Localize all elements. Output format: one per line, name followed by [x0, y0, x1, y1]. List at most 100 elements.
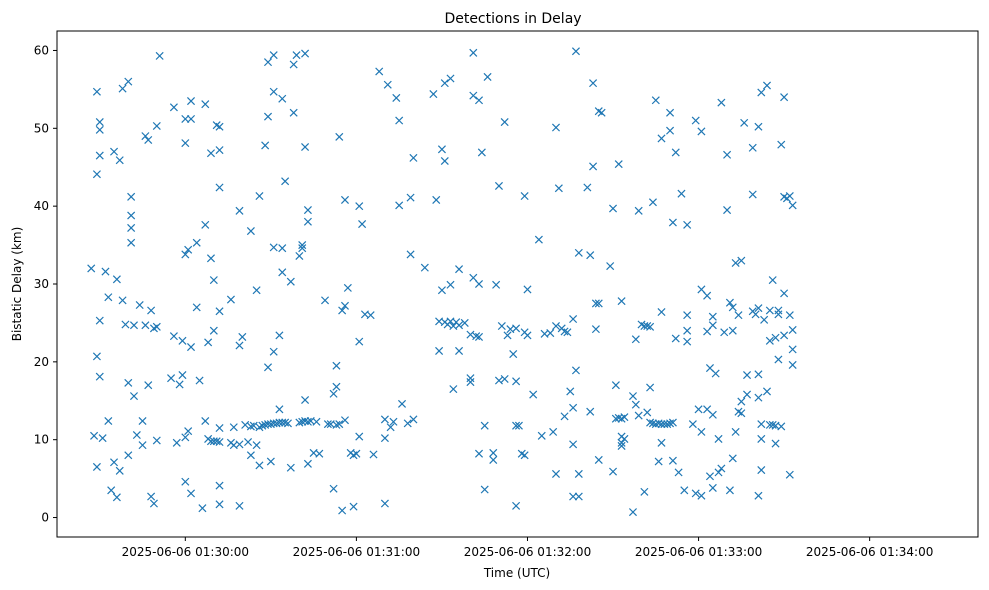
data-point — [186, 343, 196, 352]
data-point — [500, 374, 509, 383]
data-point — [98, 434, 107, 443]
data-point — [380, 499, 389, 508]
data-point — [95, 125, 104, 134]
data-point — [395, 116, 404, 125]
data-point — [774, 306, 783, 315]
data-point — [101, 267, 110, 276]
data-point — [494, 376, 503, 385]
data-point — [520, 451, 529, 460]
data-point — [455, 346, 464, 355]
data-point — [380, 415, 389, 424]
data-point — [186, 97, 196, 106]
data-point — [144, 381, 153, 390]
data-point — [329, 389, 338, 398]
data-point — [206, 254, 215, 263]
data-point — [748, 190, 757, 199]
data-point — [708, 321, 717, 330]
chart-title: Detections in Delay — [444, 11, 581, 27]
data-point — [249, 421, 258, 430]
data-point — [512, 501, 521, 510]
data-point — [152, 322, 161, 331]
data-point — [95, 151, 104, 160]
x-tick-label: 2025-06-06 01:31:00 — [293, 545, 420, 559]
data-point — [762, 81, 772, 90]
data-point — [181, 114, 190, 123]
data-point — [628, 508, 638, 517]
data-point — [312, 417, 321, 426]
y-tick-label: 50 — [34, 121, 49, 135]
data-point — [534, 235, 543, 244]
data-point — [785, 470, 794, 479]
data-point — [127, 192, 136, 201]
data-point — [671, 334, 680, 343]
data-point — [668, 418, 677, 427]
data-point — [204, 338, 213, 347]
data-point — [788, 325, 797, 334]
data-point — [144, 135, 153, 145]
data-point — [617, 438, 626, 447]
data-point — [255, 461, 264, 470]
data-point — [620, 413, 629, 422]
data-point — [172, 438, 181, 447]
data-point — [321, 296, 330, 305]
data-point — [332, 382, 341, 391]
data-point — [215, 438, 224, 447]
data-point — [409, 153, 418, 162]
data-point — [432, 195, 441, 204]
data-point — [169, 103, 178, 112]
data-point — [569, 440, 578, 449]
data-point — [765, 336, 774, 345]
data-point — [332, 420, 341, 429]
data-point — [674, 468, 683, 477]
data-point — [683, 311, 692, 320]
data-point — [104, 293, 113, 302]
data-point — [691, 116, 700, 125]
data-point — [380, 434, 389, 443]
data-point — [246, 451, 255, 460]
data-point — [560, 412, 569, 421]
data-point — [643, 322, 652, 331]
data-point — [717, 464, 726, 473]
data-point — [628, 392, 638, 401]
data-point — [551, 469, 561, 478]
data-point — [697, 127, 706, 136]
data-point — [147, 492, 156, 501]
data-point — [788, 201, 797, 210]
data-point — [708, 483, 717, 492]
data-point — [546, 329, 555, 338]
data-point — [648, 198, 657, 207]
data-point — [215, 423, 224, 433]
data-point — [92, 462, 101, 471]
data-point — [303, 217, 312, 226]
data-point — [574, 248, 583, 257]
data-point — [651, 420, 660, 429]
data-point — [355, 337, 364, 346]
data-point — [785, 311, 794, 320]
data-point — [118, 296, 127, 305]
data-point — [301, 49, 310, 58]
data-point — [480, 421, 489, 430]
data-point — [446, 280, 455, 289]
data-point — [298, 244, 307, 253]
data-point — [269, 51, 278, 60]
data-point — [301, 142, 310, 152]
data-point — [566, 387, 575, 396]
data-point — [551, 322, 561, 331]
data-point — [728, 303, 737, 312]
data-point — [683, 337, 692, 346]
data-point — [574, 492, 583, 501]
data-point — [666, 108, 675, 117]
data-point — [785, 192, 794, 201]
data-point — [124, 77, 133, 86]
data-point — [512, 421, 521, 430]
data-point — [717, 98, 726, 107]
data-point — [235, 440, 244, 449]
data-point — [728, 326, 737, 335]
data-point — [184, 427, 193, 436]
data-point — [608, 467, 618, 476]
data-point — [523, 285, 532, 294]
data-point — [666, 419, 675, 428]
data-point — [725, 298, 734, 307]
data-point — [278, 244, 287, 253]
